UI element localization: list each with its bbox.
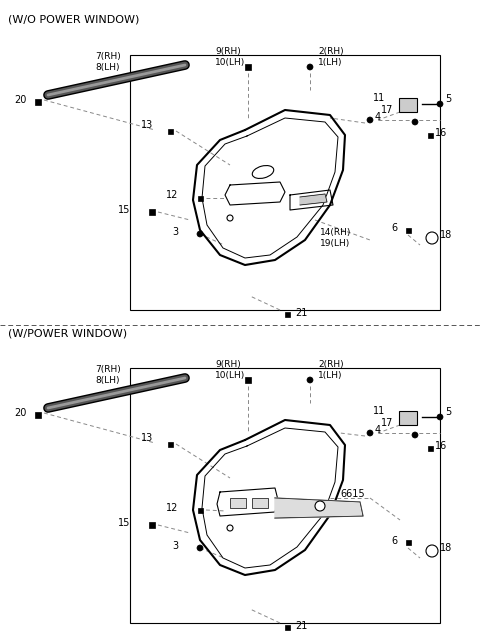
Text: 12: 12: [166, 190, 178, 200]
Circle shape: [197, 545, 203, 551]
Circle shape: [367, 430, 373, 436]
Bar: [428, 132, 432, 138]
Text: 7(RH)
8(LH): 7(RH) 8(LH): [95, 52, 121, 72]
Circle shape: [307, 64, 313, 70]
Text: 4: 4: [375, 112, 381, 122]
Text: 7(RH)
8(LH): 7(RH) 8(LH): [95, 365, 121, 385]
Bar: [168, 442, 172, 446]
Text: 6615: 6615: [340, 489, 365, 499]
Circle shape: [227, 525, 233, 531]
Bar: [35, 412, 41, 418]
Circle shape: [227, 215, 233, 221]
Circle shape: [437, 414, 443, 420]
Text: (W/O POWER WINDOW): (W/O POWER WINDOW): [8, 14, 139, 24]
Text: 9(RH)
10(LH): 9(RH) 10(LH): [215, 48, 245, 67]
Text: 20: 20: [14, 408, 26, 418]
Text: 21: 21: [295, 308, 307, 318]
Text: 15: 15: [118, 205, 130, 215]
Bar: [230, 498, 246, 508]
Text: 11: 11: [373, 93, 385, 103]
Bar: [399, 98, 417, 112]
Text: 4: 4: [375, 425, 381, 435]
Text: 11: 11: [373, 406, 385, 416]
Circle shape: [412, 119, 418, 125]
Bar: [285, 624, 289, 629]
Text: 5: 5: [445, 407, 451, 417]
Bar: [406, 539, 410, 545]
Text: 16: 16: [435, 128, 447, 138]
Ellipse shape: [252, 165, 274, 179]
Text: 6: 6: [391, 536, 397, 546]
Bar: [35, 99, 41, 105]
Text: 12: 12: [166, 503, 178, 513]
Circle shape: [426, 545, 438, 557]
Text: 2(RH)
1(LH): 2(RH) 1(LH): [318, 360, 344, 380]
Text: 13: 13: [141, 120, 153, 130]
Text: 15: 15: [118, 518, 130, 528]
Circle shape: [412, 432, 418, 438]
Text: 17: 17: [381, 105, 393, 115]
Bar: [399, 411, 417, 425]
Bar: [149, 209, 155, 215]
Text: (W/POWER WINDOW): (W/POWER WINDOW): [8, 328, 127, 338]
Bar: [197, 507, 203, 512]
Polygon shape: [275, 498, 363, 518]
Bar: [428, 446, 432, 451]
Circle shape: [315, 501, 325, 511]
Bar: [245, 377, 251, 383]
Bar: [130, 368, 440, 623]
Circle shape: [426, 232, 438, 244]
Text: 17: 17: [381, 418, 393, 428]
Text: 3: 3: [172, 541, 178, 551]
Text: 18: 18: [440, 230, 452, 240]
Text: 2(RH)
1(LH): 2(RH) 1(LH): [318, 48, 344, 67]
Text: 20: 20: [14, 95, 26, 105]
Polygon shape: [300, 194, 327, 205]
Text: 18: 18: [440, 543, 452, 553]
Circle shape: [307, 377, 313, 383]
Text: 9(RH)
10(LH): 9(RH) 10(LH): [215, 360, 245, 380]
Circle shape: [437, 101, 443, 107]
Text: 21: 21: [295, 621, 307, 631]
Bar: [245, 64, 251, 70]
Circle shape: [367, 117, 373, 123]
Bar: [130, 55, 440, 310]
Text: 13: 13: [141, 433, 153, 443]
Bar: [168, 129, 172, 134]
Bar: [252, 498, 268, 508]
Bar: [149, 522, 155, 528]
Bar: [406, 228, 410, 233]
Text: 3: 3: [172, 227, 178, 237]
Bar: [197, 195, 203, 201]
Text: 5: 5: [445, 94, 451, 104]
Text: 14(RH)
19(LH): 14(RH) 19(LH): [320, 228, 351, 248]
Text: 6: 6: [391, 223, 397, 233]
Bar: [285, 311, 289, 316]
Text: 16: 16: [435, 441, 447, 451]
Circle shape: [197, 231, 203, 237]
